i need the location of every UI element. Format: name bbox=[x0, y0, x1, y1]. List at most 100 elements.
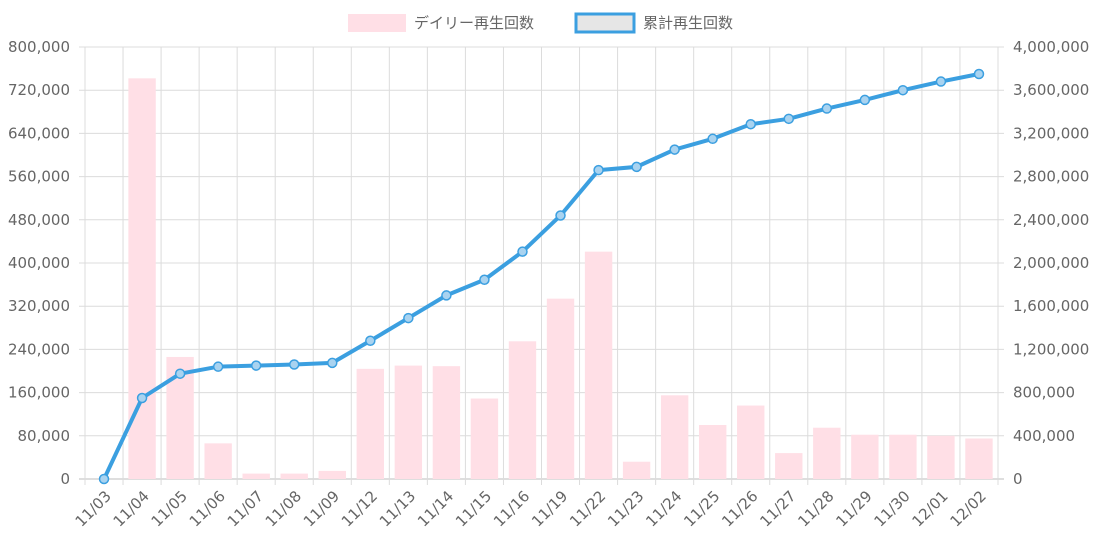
left-tick-label: 160,000 bbox=[8, 384, 70, 402]
x-tick-label: 11/16 bbox=[490, 487, 533, 530]
cumulative-point bbox=[745, 118, 756, 130]
right-tick-label: 1,200,000 bbox=[1013, 340, 1089, 358]
legend-swatch-cumulative[interactable] bbox=[574, 12, 636, 34]
left-tick-label: 80,000 bbox=[18, 427, 71, 445]
right-tick-label: 2,000,000 bbox=[1013, 254, 1089, 272]
right-tick-label: 3,200,000 bbox=[1013, 124, 1089, 142]
cumulative-point bbox=[783, 113, 795, 125]
x-tick-label: 11/30 bbox=[870, 487, 913, 530]
left-tick-label: 800,000 bbox=[8, 38, 70, 56]
cumulative-point bbox=[479, 274, 490, 285]
cumulative-point bbox=[98, 473, 110, 485]
daily-bar bbox=[204, 443, 232, 479]
daily-bar bbox=[889, 434, 917, 479]
legend-label-daily[interactable]: デイリー再生回数 bbox=[414, 14, 534, 32]
daily-bar bbox=[622, 461, 651, 479]
right-y-axis: 0 400,000 800,000 1,200,000 1,600,000 2,000,0… bbox=[1013, 38, 1089, 488]
cumulative-point bbox=[707, 133, 718, 145]
cumulative-point bbox=[441, 290, 452, 301]
x-tick-label: 11/26 bbox=[718, 487, 761, 530]
right-tick-label: 2,800,000 bbox=[1013, 168, 1089, 186]
x-tick-label: 11/29 bbox=[832, 487, 875, 530]
cumulative-point bbox=[897, 84, 909, 96]
cumulative-point bbox=[174, 368, 186, 379]
daily-bar bbox=[927, 435, 955, 479]
x-tick-label: 11/25 bbox=[680, 487, 723, 530]
left-tick-label: 320,000 bbox=[8, 297, 70, 315]
cumulative-line bbox=[98, 68, 985, 485]
x-axis: 11/0311/0411/0511/0611/0711/0811/0911/12… bbox=[72, 487, 990, 530]
x-tick-label: 11/14 bbox=[414, 487, 457, 530]
x-tick-label: 11/28 bbox=[794, 487, 837, 530]
right-tick-label: 800,000 bbox=[1013, 384, 1075, 402]
daily-bar bbox=[546, 298, 575, 479]
grid-layer bbox=[79, 46, 1004, 485]
daily-bar bbox=[851, 434, 879, 479]
legend-swatch-daily[interactable] bbox=[348, 14, 406, 32]
daily-bar bbox=[813, 427, 841, 479]
left-tick-label: 560,000 bbox=[8, 168, 70, 186]
left-tick-label: 480,000 bbox=[8, 211, 70, 229]
x-tick-label: 11/09 bbox=[300, 487, 343, 530]
cumulative-point bbox=[555, 210, 566, 221]
right-tick-label: 1,600,000 bbox=[1013, 297, 1089, 315]
x-tick-label: 11/08 bbox=[262, 487, 305, 530]
daily-bar bbox=[508, 341, 537, 479]
daily-bar bbox=[775, 453, 803, 479]
daily-bar bbox=[737, 405, 765, 479]
daily-bar bbox=[584, 251, 613, 479]
x-tick-label: 11/13 bbox=[376, 487, 419, 530]
left-tick-label: 400,000 bbox=[8, 254, 70, 272]
cumulative-point bbox=[859, 94, 871, 106]
cumulative-point bbox=[403, 312, 414, 324]
daily-bar bbox=[965, 438, 993, 479]
left-tick-label: 0 bbox=[60, 470, 70, 488]
cumulative-point bbox=[517, 246, 528, 257]
x-tick-label: 11/05 bbox=[148, 487, 191, 530]
x-tick-label: 12/02 bbox=[947, 487, 990, 530]
daily-bar bbox=[698, 425, 727, 479]
left-tick-label: 720,000 bbox=[8, 81, 70, 99]
daily-bar bbox=[318, 470, 346, 479]
left-y-axis: 0 80,000 160,000 240,000 320,000 400,000 480,0… bbox=[8, 38, 70, 488]
cumulative-point bbox=[136, 392, 148, 404]
x-tick-label: 11/07 bbox=[224, 487, 267, 530]
daily-bar bbox=[128, 78, 156, 479]
daily-bar bbox=[432, 366, 461, 479]
cumulative-point bbox=[212, 361, 224, 372]
cumulative-point bbox=[250, 360, 262, 371]
legend-label-cumulative[interactable]: 累計再生回数 bbox=[643, 14, 733, 32]
cumulative-point bbox=[669, 144, 680, 155]
x-tick-label: 11/22 bbox=[566, 487, 609, 530]
x-tick-label: 11/12 bbox=[338, 487, 381, 530]
right-tick-label: 400,000 bbox=[1013, 427, 1075, 445]
cumulative-point bbox=[593, 164, 604, 176]
daily-bar bbox=[660, 395, 689, 479]
x-tick-label: 11/04 bbox=[110, 487, 153, 530]
daily-bar bbox=[280, 473, 308, 479]
daily-bar bbox=[470, 398, 499, 479]
right-tick-label: 3,600,000 bbox=[1013, 81, 1089, 99]
right-tick-label: 2,400,000 bbox=[1013, 211, 1089, 229]
x-tick-label: 11/03 bbox=[72, 487, 115, 530]
daily-bar bbox=[394, 365, 423, 479]
cumulative-line-path bbox=[102, 72, 981, 481]
left-tick-label: 640,000 bbox=[8, 124, 70, 142]
x-tick-label: 11/24 bbox=[642, 487, 685, 530]
daily-bar bbox=[356, 368, 385, 479]
x-tick-label: 11/19 bbox=[528, 487, 571, 530]
legend: デイリー再生回数 累計再生回数 bbox=[348, 12, 733, 34]
cumulative-point bbox=[327, 357, 338, 369]
x-tick-label: 11/23 bbox=[604, 487, 647, 530]
left-tick-label: 240,000 bbox=[8, 340, 70, 358]
right-tick-label: 0 bbox=[1013, 470, 1023, 488]
right-tick-label: 4,000,000 bbox=[1013, 38, 1089, 56]
x-tick-label: 11/15 bbox=[452, 487, 495, 530]
x-tick-label: 11/27 bbox=[756, 487, 799, 530]
daily-bars bbox=[128, 78, 993, 479]
cumulative-point bbox=[631, 161, 642, 173]
x-tick-label: 11/06 bbox=[186, 487, 229, 530]
cumulative-point bbox=[365, 335, 376, 347]
x-tick-label: 12/01 bbox=[908, 487, 951, 530]
